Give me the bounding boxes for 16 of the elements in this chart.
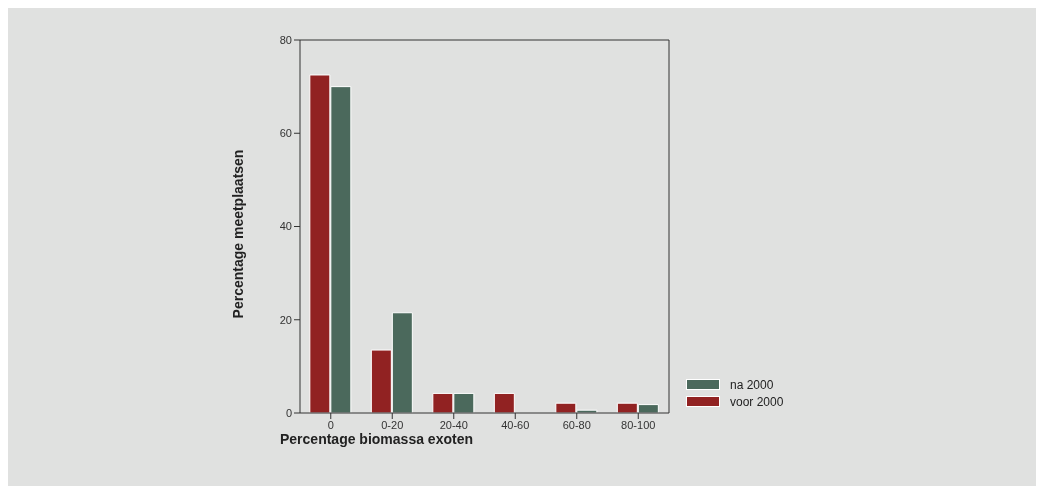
x-tick-label: 0 <box>327 418 334 431</box>
y-tick-label: 60 <box>279 127 292 140</box>
y-tick-label: 80 <box>279 33 292 46</box>
x-tick-label: 80-100 <box>621 418 656 431</box>
bar <box>493 392 515 413</box>
x-tick-label: 40-60 <box>501 418 530 431</box>
y-tick-label: 0 <box>285 406 292 419</box>
legend-label: voor 2000 <box>730 394 784 409</box>
y-tick-label: 40 <box>279 220 292 233</box>
x-tick-label: 0-20 <box>381 418 404 431</box>
x-tick-label: 60-80 <box>562 418 591 431</box>
y-tick-label: 20 <box>279 313 292 326</box>
x-tick-label: 20-40 <box>439 418 468 431</box>
y-axis-title: Percentage meetplaatsen <box>230 149 246 319</box>
legend-label: na 2000 <box>730 377 774 392</box>
x-axis-title: Percentage biomassa exoten <box>280 431 473 447</box>
